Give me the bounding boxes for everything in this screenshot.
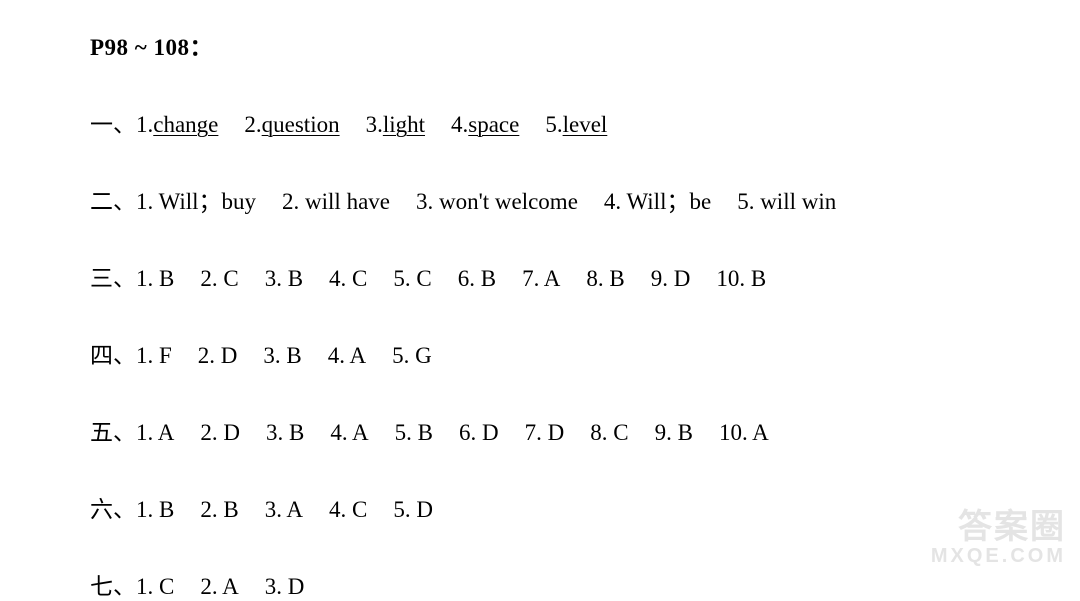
- section-4-label: 四、: [90, 336, 136, 370]
- s1-item-2-num: 2.: [244, 112, 261, 138]
- s5-item-10: 10. A: [719, 420, 769, 446]
- s4-item-5: 5. G: [392, 343, 432, 369]
- section-3-label: 三、: [90, 259, 136, 293]
- s3-item-4: 4. C: [329, 266, 367, 292]
- watermark-top: 答案圈: [931, 510, 1066, 546]
- s1-item-3-num: 3.: [366, 112, 383, 138]
- s3-item-5: 5. C: [393, 266, 431, 292]
- s4-item-2: 2. D: [198, 343, 238, 369]
- s6-item-4: 4. C: [329, 497, 367, 523]
- section-5-label: 五、: [90, 413, 136, 447]
- s5-item-1: 1. A: [136, 420, 174, 446]
- s1-item-2-word: question: [262, 112, 340, 138]
- s2-item-3: 3. won't welcome: [416, 189, 578, 215]
- s5-item-6: 6. D: [459, 420, 499, 446]
- s3-item-7: 7. A: [522, 266, 560, 292]
- section-6-label: 六、: [90, 490, 136, 524]
- page-range-heading: P98 ~ 108：: [90, 28, 1080, 62]
- section-5: 五、 1. A 2. D 3. B 4. A 5. B 6. D 7. D 8.…: [90, 413, 1080, 447]
- s1-item-1-word: change: [153, 112, 218, 138]
- section-7: 七、 1. C 2. A 3. D: [90, 567, 1080, 601]
- s3-item-8: 8. B: [586, 266, 624, 292]
- s5-item-3: 3. B: [266, 420, 304, 446]
- s2-item-4: 4. Will；be: [604, 182, 711, 216]
- s1-item-1-num: 1.: [136, 112, 153, 138]
- s4-item-1: 1. F: [136, 343, 172, 369]
- s3-item-3: 3. B: [265, 266, 303, 292]
- section-3: 三、 1. B 2. C 3. B 4. C 5. C 6. B 7. A 8.…: [90, 259, 1080, 293]
- s6-item-2: 2. B: [200, 497, 238, 523]
- s1-item-5-num: 5.: [545, 112, 562, 138]
- s1-item-4-word: space: [468, 112, 519, 138]
- s2-item-1: 1. Will；buy: [136, 182, 256, 216]
- section-1-label: 一、: [90, 105, 136, 139]
- s3-item-2: 2. C: [200, 266, 238, 292]
- watermark: 答案圈 MXQE.COM: [931, 510, 1066, 567]
- section-7-label: 七、: [90, 567, 136, 601]
- section-2: 二、 1. Will；buy 2. will have 3. won't wel…: [90, 182, 1080, 216]
- s7-item-3: 3. D: [265, 574, 305, 600]
- s7-item-2: 2. A: [200, 574, 238, 600]
- s3-item-6: 6. B: [458, 266, 496, 292]
- s1-item-4-num: 4.: [451, 112, 468, 138]
- answer-key-content: P98 ~ 108： 一、 1. change 2. question 3. l…: [0, 0, 1080, 601]
- s1-item-5-word: level: [563, 112, 608, 138]
- s5-item-7: 7. D: [525, 420, 565, 446]
- s6-item-1: 1. B: [136, 497, 174, 523]
- s3-item-1: 1. B: [136, 266, 174, 292]
- s5-item-2: 2. D: [200, 420, 240, 446]
- s5-item-9: 9. B: [655, 420, 693, 446]
- section-4: 四、 1. F 2. D 3. B 4. A 5. G: [90, 336, 1080, 370]
- s1-item-3-word: light: [383, 112, 425, 138]
- s7-item-1: 1. C: [136, 574, 174, 600]
- section-2-label: 二、: [90, 182, 136, 216]
- s3-item-10: 10. B: [716, 266, 766, 292]
- s5-item-4: 4. A: [330, 420, 368, 446]
- s5-item-5: 5. B: [395, 420, 433, 446]
- s2-item-5: 5. will win: [737, 189, 836, 215]
- s3-item-9: 9. D: [651, 266, 691, 292]
- s6-item-5: 5. D: [393, 497, 433, 523]
- s4-item-3: 3. B: [263, 343, 301, 369]
- s5-item-8: 8. C: [590, 420, 628, 446]
- s2-item-2: 2. will have: [282, 189, 390, 215]
- s6-item-3: 3. A: [265, 497, 303, 523]
- section-1: 一、 1. change 2. question 3. light 4. spa…: [90, 105, 1080, 139]
- watermark-bottom: MXQE.COM: [931, 546, 1066, 567]
- s4-item-4: 4. A: [328, 343, 366, 369]
